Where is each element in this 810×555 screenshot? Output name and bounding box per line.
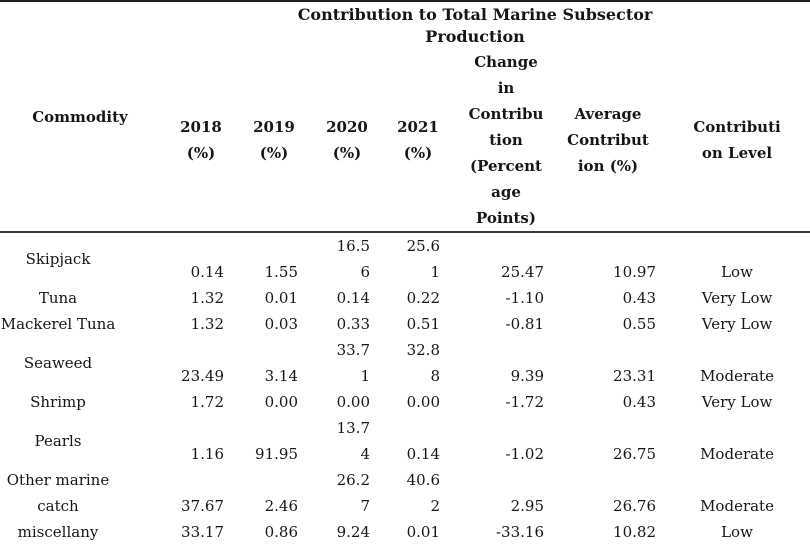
cell-2019: 0.01 [264,289,298,307]
cell-2021: 0.51 [406,315,440,333]
cell-level: Low [721,523,753,541]
col-header-commodity: Commodity [0,1,160,233]
table-row-skipjack: Skipjack 0.14 1.55 16.5 6 25.6 1 25.47 1… [0,232,810,285]
cell-2019: 2.46 [264,497,298,515]
cell-commodity: Other marine catch [6,471,110,515]
cell-2018: 37.67 [181,497,224,515]
table-row-mackerel-tuna: Mackerel Tuna 1.32 0.03 0.33 0.51 -0.81 … [0,311,810,337]
table-row-miscellany: miscellany 33.17 0.86 9.24 0.01 -33.16 1… [0,519,810,545]
cell-average: 26.75 [613,445,656,463]
cell-2021: 0.01 [406,523,440,541]
cell-2020: 26.2 7 [336,471,370,515]
cell-commodity: Tuna [38,289,78,307]
table-title: Contribution to Total Marine Subsector P… [297,4,653,46]
cell-2019: 91.95 [255,445,298,463]
table-header-row-2: 2018 (%) 2019 (%) 2020 (%) 2021 (%) Chan… [0,49,810,233]
cell-2021: 0.22 [406,289,440,307]
table-row-pearls: Pearls 1.16 91.95 13.7 4 0.14 -1.02 26.7… [0,415,810,467]
cell-2019: 0.86 [264,523,298,541]
cell-commodity: Seaweed [23,354,93,372]
cell-2021: 0.14 [406,445,440,463]
cell-2021: 25.6 1 [406,237,440,281]
cell-average: 0.43 [622,393,656,411]
cell-2021: 40.6 2 [406,471,440,515]
cell-change: 9.39 [510,367,544,385]
cell-2020: 0.00 [336,393,370,411]
cell-level: Very Low [701,289,773,307]
col-header-change-in-contribution: Change in Contribu tion (Percent age Poi… [448,49,552,233]
cell-2020: 16.5 6 [336,237,370,281]
cell-average: 26.76 [613,497,656,515]
cell-2018: 1.32 [190,289,224,307]
cell-2021: 32.8 8 [406,341,440,385]
cell-2020: 9.24 [336,523,370,541]
cell-2020: 0.14 [336,289,370,307]
cell-commodity: miscellany [17,523,99,541]
table-row-other-marine-catch: Other marine catch 37.67 2.46 26.2 7 40.… [0,467,810,519]
cell-average: 10.82 [613,523,656,541]
cell-average: 0.55 [622,315,656,333]
cell-level: Very Low [701,393,773,411]
table-row-shrimp: Shrimp 1.72 0.00 0.00 0.00 -1.72 0.43 Ve… [0,389,810,415]
cell-2018: 1.72 [190,393,224,411]
cell-2019: 0.03 [264,315,298,333]
cell-2020: 13.7 4 [336,419,370,463]
cell-change: -1.10 [505,289,544,307]
cell-2019: 3.14 [264,367,298,385]
cell-2021: 0.00 [406,393,440,411]
col-header-2021: 2021 (%) [378,49,448,233]
cell-change: -1.72 [505,393,544,411]
cell-2019: 0.00 [264,393,298,411]
cell-average: 10.97 [613,263,656,281]
table-row-tuna: Tuna 1.32 0.01 0.14 0.22 -1.10 0.43 Very… [0,285,810,311]
cell-level: Very Low [701,315,773,333]
cell-change: 25.47 [501,263,544,281]
cell-change: -1.02 [505,445,544,463]
cell-2019: 1.55 [264,263,298,281]
col-header-2020: 2020 (%) [306,49,378,233]
cell-2018: 23.49 [181,367,224,385]
col-header-2018: 2018 (%) [160,49,232,233]
cell-level: Low [721,263,753,281]
cell-2020: 0.33 [336,315,370,333]
cell-level: Moderate [700,497,774,515]
cell-level: Moderate [700,367,774,385]
cell-average: 23.31 [613,367,656,385]
cell-2018: 1.16 [190,445,224,463]
col-header-contribution-level: Contributi on Level [664,49,810,233]
cell-change: -0.81 [505,315,544,333]
cell-commodity: Skipjack [25,250,91,268]
cell-2018: 33.17 [181,523,224,541]
cell-change: 2.95 [510,497,544,515]
cell-level: Moderate [700,445,774,463]
cell-2018: 1.32 [190,315,224,333]
cell-2018: 0.14 [190,263,224,281]
cell-commodity: Shrimp [30,393,86,411]
cell-average: 0.43 [622,289,656,307]
table-header-row-1: Commodity Contribution to Total Marine S… [0,1,810,233]
cell-2020: 33.7 1 [336,341,370,385]
col-header-average-contribution: Average Contribut ion (%) [552,49,664,233]
cell-commodity: Mackerel Tuna [0,315,116,333]
cell-change: -33.16 [495,523,544,541]
cell-commodity: Pearls [34,432,82,450]
table-row-seaweed: Seaweed 23.49 3.14 33.7 1 32.8 8 9.39 23… [0,337,810,389]
col-header-2019: 2019 (%) [232,49,306,233]
